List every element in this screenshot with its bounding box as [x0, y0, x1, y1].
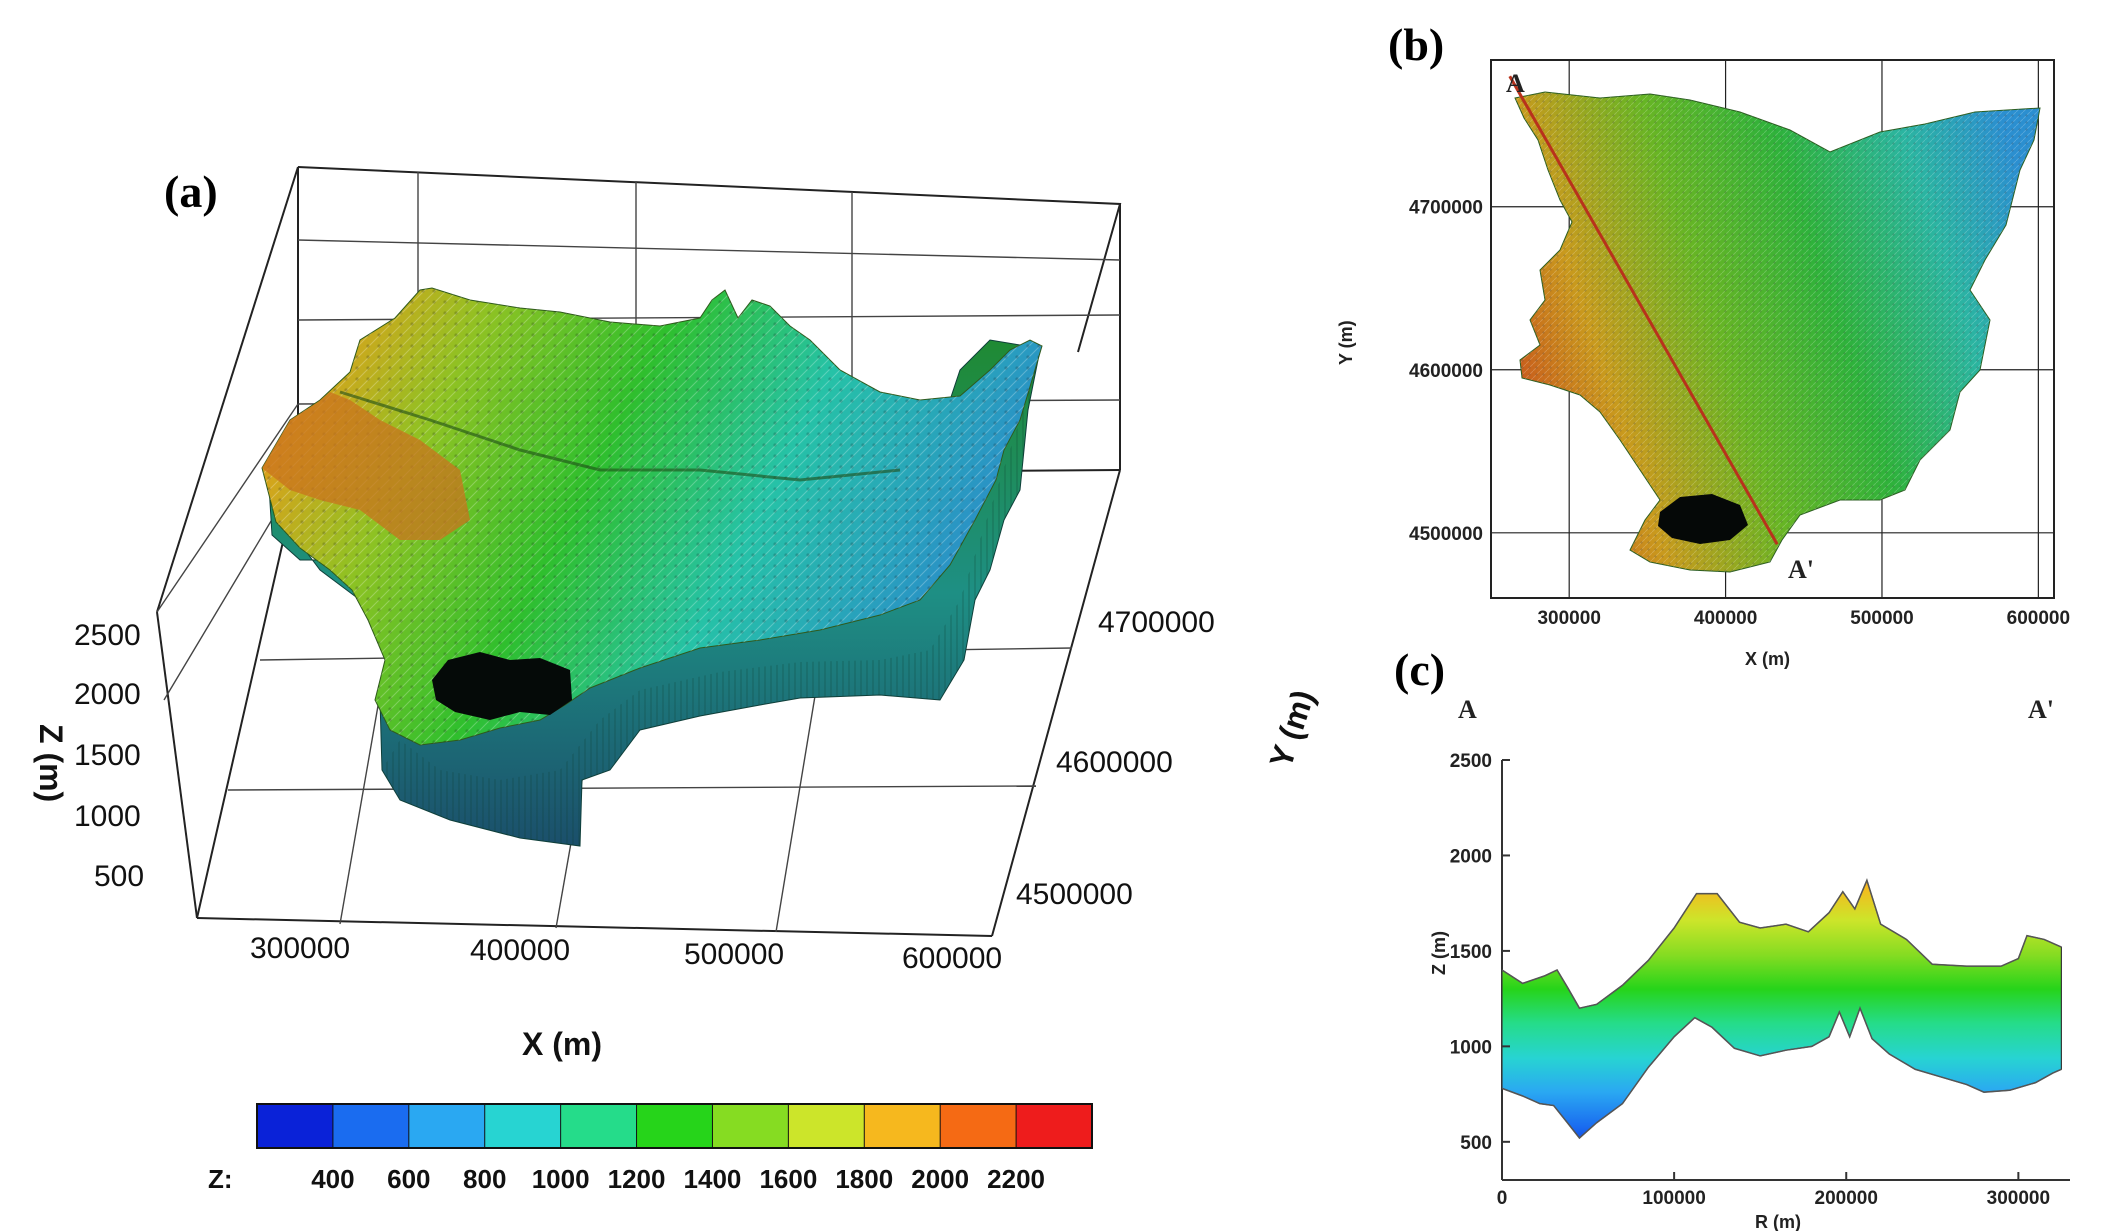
- panel-b-label: (b): [1388, 19, 1444, 70]
- panel-a-x-axis-label: X (m): [522, 1026, 602, 1062]
- colorbar-swatch: [787, 1103, 866, 1149]
- panel-c-y-ticks: 500 1000 1500 2000 2500: [1450, 751, 1510, 1154]
- colorbar-tick-label: 600: [387, 1164, 430, 1194]
- panel-c-start-label: A: [1458, 695, 1477, 724]
- colorbar-swatch: [408, 1103, 486, 1149]
- panel-a-ridge: [339, 390, 901, 482]
- colorbar-swatch: [939, 1103, 1018, 1149]
- panel-a-z-tick: 1000: [74, 800, 141, 833]
- panel-a-x-tick: 400000: [470, 934, 570, 967]
- panel-a-z-tick: 500: [94, 860, 144, 893]
- panel-c-x-ticks: 0 100000 200000 300000: [1497, 1172, 2050, 1209]
- panel-b-section-start-label: A: [1506, 69, 1525, 98]
- panel-a-box-back-left: [156, 166, 299, 613]
- panel-c-y-tick: 1000: [1450, 1037, 1492, 1058]
- panel-a-y-tick: 4500000: [1016, 878, 1133, 911]
- colorbar-tick-label: 2200: [987, 1164, 1045, 1194]
- panel-b-y-axis-label: Y (m): [1336, 320, 1356, 365]
- colorbar-tick-label: 1800: [835, 1164, 893, 1194]
- panel-a-terrain-wall-stripes: [382, 350, 1040, 846]
- panel-c-profile-area: [1501, 878, 2062, 1139]
- colorbar: Z: 400 600 800 1000 1200 1400 1600 1800 2000 2200: [208, 1103, 1093, 1194]
- panel-a-box-left-bottom: [156, 611, 198, 919]
- panel-c-top-profile: [1501, 878, 2062, 1010]
- panel-a-x-tick: 500000: [684, 938, 784, 971]
- panel-c-x-tick: 100000: [1642, 1188, 1705, 1209]
- panel-a-label: (a): [164, 166, 218, 217]
- colorbar-tick-label: 1400: [684, 1164, 742, 1194]
- panel-a-y-ticks: 4500000 4600000 4700000: [1016, 606, 1215, 911]
- panel-b-y-tick: 4600000: [1409, 361, 1483, 382]
- panel-c: (c) A A' 0 100000 200000 300000 500 1000 1500…: [1394, 644, 2070, 1231]
- panel-c-label: (c): [1394, 644, 1445, 695]
- panel-a-terrain-mesh: [262, 288, 1042, 745]
- panel-a-grid-floor-y2: [227, 785, 1037, 791]
- panel-a-grid-back-z3: [297, 239, 1121, 261]
- panel-b-domain-mesh: [1515, 92, 2040, 572]
- panel-c-x-tick: 200000: [1815, 1188, 1878, 1209]
- panel-c-y-axis-label: Z (m): [1429, 931, 1449, 975]
- colorbar-tick-label: 800: [463, 1164, 506, 1194]
- panel-b-y-tick: 4700000: [1409, 198, 1483, 219]
- panel-a-y-tick: 4600000: [1056, 746, 1173, 779]
- colorbar-tick-label: 400: [311, 1164, 354, 1194]
- panel-b-x-tick: 500000: [1850, 608, 1913, 629]
- panel-a-z-tick: 2000: [74, 678, 141, 711]
- colorbar-frame: [256, 1103, 1093, 1149]
- panel-a-x-tick: 600000: [902, 942, 1002, 975]
- panel-a: (a): [33, 166, 1321, 1062]
- panel-c-profile: [1501, 878, 2062, 1140]
- panel-a-box-floor-front: [196, 917, 993, 937]
- colorbar-swatch: [484, 1103, 562, 1149]
- panel-b-x-tick: 400000: [1694, 608, 1757, 629]
- panel-c-x-tick: 300000: [1987, 1188, 2050, 1209]
- panel-b-section-line: [1508, 75, 1779, 545]
- panel-a-y-axis-label: Y (m): [1262, 686, 1321, 773]
- panel-a-box-floor-back: [196, 475, 299, 919]
- panel-b-section-end-label: A': [1788, 555, 1814, 584]
- panel-a-z-tick: 1500: [74, 739, 141, 772]
- panel-c-y-tick: 500: [1460, 1133, 1492, 1154]
- panel-c-end-label: A': [2028, 695, 2054, 724]
- panel-a-x-ticks: 300000 400000 500000 600000: [250, 932, 1002, 975]
- panel-b: (b) A A' 300000 400000 500000 600000 470000…: [1336, 19, 2070, 669]
- panel-b-y-ticks: 4700000 4600000 4500000: [1409, 198, 1483, 545]
- panel-a-z-axis-label: Z (m): [33, 724, 69, 802]
- panel-b-x-tick: 600000: [2007, 608, 2070, 629]
- colorbar-swatch: [256, 1103, 334, 1149]
- colorbar-swatch: [636, 1103, 714, 1149]
- panel-b-x-ticks: 300000 400000 500000 600000: [1537, 608, 2070, 629]
- colorbar-ticks: 400 600 800 1000 1200 1400 1600 1800 2000 2200: [311, 1164, 1045, 1194]
- panel-a-z-tick: 2500: [74, 619, 141, 652]
- colorbar-swatch: [863, 1103, 942, 1149]
- panel-a-y-tick: 4700000: [1098, 606, 1215, 639]
- panel-a-grid-left-z1: [156, 403, 299, 613]
- colorbar-swatches: [256, 1103, 1093, 1149]
- colorbar-swatch: [711, 1103, 790, 1149]
- colorbar-swatch: [1015, 1103, 1093, 1149]
- panel-b-x-tick: 300000: [1537, 608, 1600, 629]
- panel-c-y-tick: 2000: [1450, 846, 1492, 867]
- panel-b-lake: [1658, 494, 1748, 544]
- panel-a-lake: [432, 652, 572, 720]
- colorbar-tick-label: 2000: [911, 1164, 969, 1194]
- colorbar-label: Z:: [208, 1164, 233, 1194]
- colorbar-tick-label: 1600: [759, 1164, 817, 1194]
- panel-b-y-tick: 4500000: [1409, 524, 1483, 545]
- colorbar-tick-label: 1000: [532, 1164, 590, 1194]
- panel-b-x-axis-label: X (m): [1745, 649, 1790, 669]
- panel-c-x-tick: 0: [1497, 1188, 1508, 1209]
- panel-c-y-tick: 1500: [1450, 942, 1492, 963]
- panel-a-highland: [262, 392, 470, 540]
- panel-c-bottom-profile: [1501, 1006, 2062, 1140]
- panel-a-box-floor-right: [991, 469, 1121, 937]
- colorbar-swatch: [560, 1103, 638, 1149]
- panel-c-x-axis-label: R (m): [1755, 1212, 1801, 1231]
- panel-a-x-tick: 300000: [250, 932, 350, 965]
- colorbar-tick-label: 1200: [608, 1164, 666, 1194]
- colorbar-swatch: [332, 1103, 410, 1149]
- panel-c-y-tick: 2500: [1450, 751, 1492, 772]
- panel-a-z-ticks: 500 1000 1500 2000 2500: [74, 619, 144, 893]
